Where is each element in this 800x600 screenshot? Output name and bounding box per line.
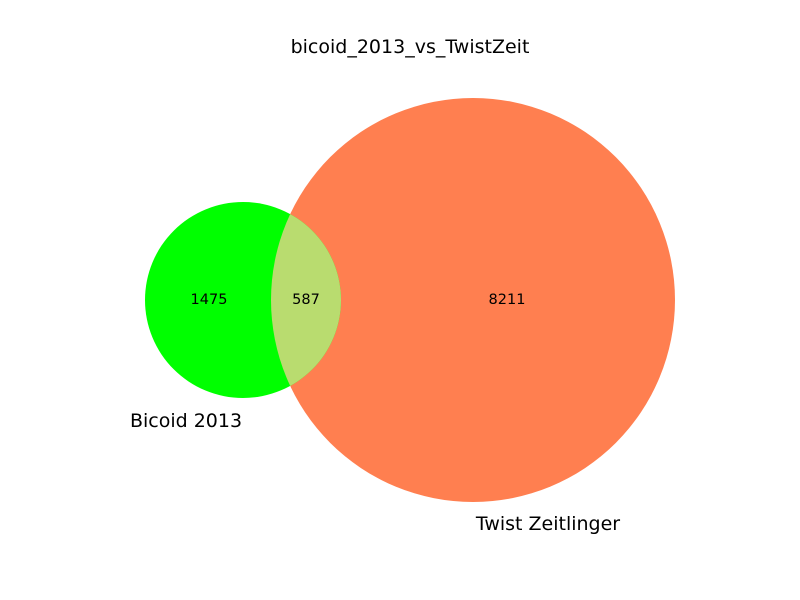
count-set-b-only: 8211 [489, 292, 526, 308]
count-intersection: 587 [292, 292, 320, 308]
label-set-b: Twist Zeitlinger [475, 513, 620, 535]
circle-set-b [271, 98, 675, 502]
diagram-title: bicoid_2013_vs_TwistZeit [291, 36, 530, 58]
label-set-a: Bicoid 2013 [130, 410, 242, 432]
count-set-a-only: 1475 [191, 292, 228, 308]
